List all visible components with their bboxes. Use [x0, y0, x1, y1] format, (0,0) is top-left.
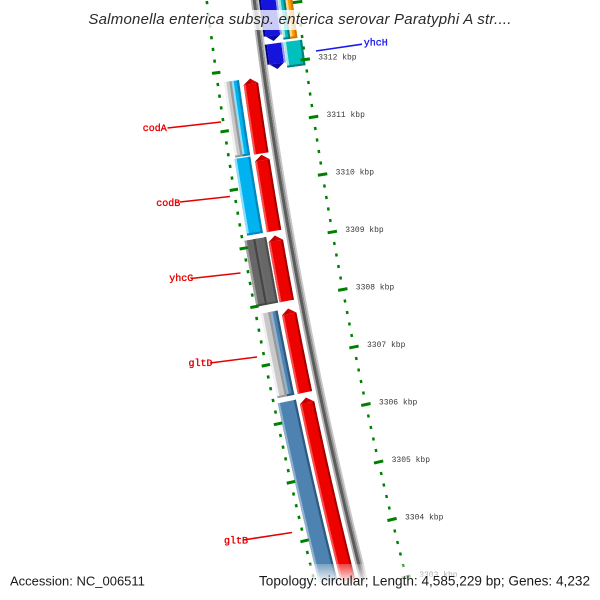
svg-text:3312 kbp: 3312 kbp — [318, 53, 357, 62]
svg-text:3310 kbp: 3310 kbp — [336, 168, 375, 177]
svg-text:codB: codB — [156, 198, 180, 210]
svg-text:3311 kbp: 3311 kbp — [327, 111, 366, 120]
svg-text:Accession: NC_006511: Accession: NC_006511 — [10, 574, 145, 589]
svg-text:yhcG: yhcG — [169, 273, 193, 285]
svg-text:Salmonella enterica subsp. ent: Salmonella enterica subsp. enterica sero… — [88, 11, 511, 28]
svg-text:codA: codA — [143, 123, 167, 135]
svg-text:3309 kbp: 3309 kbp — [345, 226, 384, 235]
svg-text:3308 kbp: 3308 kbp — [356, 283, 395, 292]
svg-text:3307 kbp: 3307 kbp — [367, 341, 406, 350]
svg-text:3304 kbp: 3304 kbp — [405, 513, 444, 522]
svg-text:gltD: gltD — [189, 358, 213, 370]
svg-text:gltB: gltB — [224, 536, 248, 548]
svg-text:3306 kbp: 3306 kbp — [379, 398, 418, 407]
svg-text:Topology: circular; Length: 4,: Topology: circular; Length: 4,585,229 bp… — [259, 574, 590, 589]
svg-text:3305 kbp: 3305 kbp — [392, 456, 431, 465]
svg-text:yhcH: yhcH — [364, 37, 388, 49]
